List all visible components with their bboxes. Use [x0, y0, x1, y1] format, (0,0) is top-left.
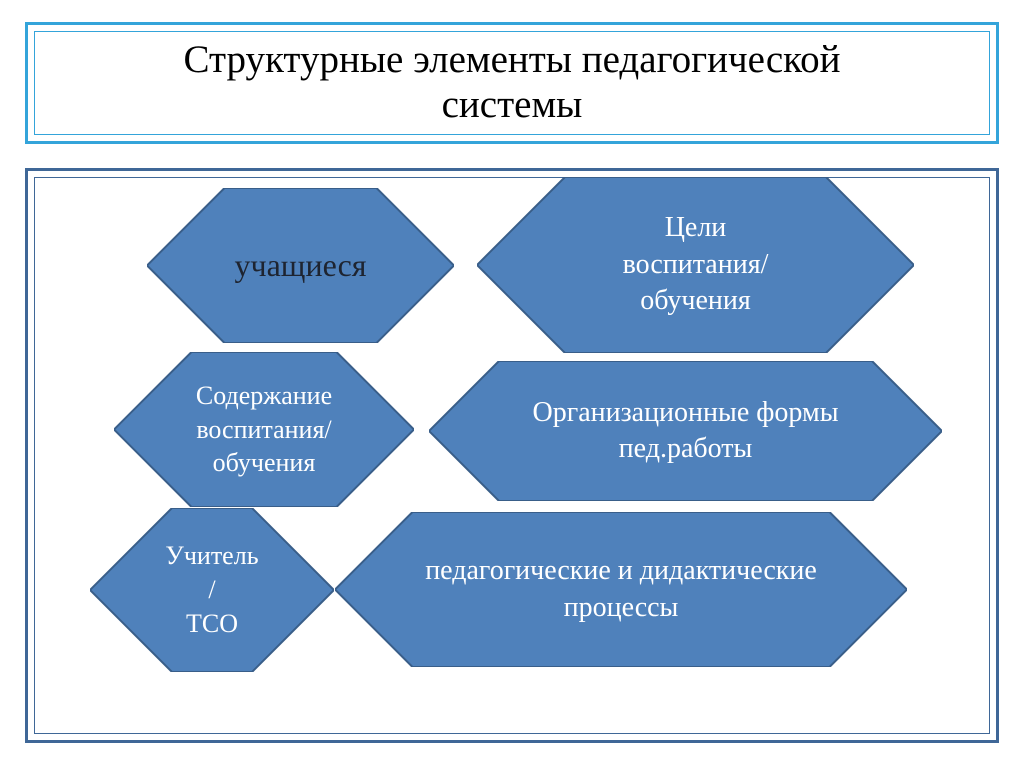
slide: Структурные элементы педагогической сист… [0, 0, 1024, 767]
title-inner-border: Структурные элементы педагогической сист… [34, 31, 990, 135]
hex-label-content: Содержание воспитания/ обучения [114, 352, 414, 507]
hex-label-teacher: Учитель / ТСО [90, 508, 334, 672]
title-outer-border: Структурные элементы педагогической сист… [25, 22, 999, 144]
hex-goals: Цели воспитания/ обучения [477, 177, 914, 353]
hex-teacher: Учитель / ТСО [90, 508, 334, 672]
hex-label-goals: Цели воспитания/ обучения [477, 177, 914, 353]
hex-label-students: учащиеся [147, 188, 454, 343]
hex-processes: педагогические и дидактические процессы [335, 512, 907, 667]
hex-org_forms: Организационные формы пед.работы [429, 361, 942, 501]
hex-content: Содержание воспитания/ обучения [114, 352, 414, 507]
hex-students: учащиеся [147, 188, 454, 343]
hex-label-processes: педагогические и дидактические процессы [335, 512, 907, 667]
slide-title: Структурные элементы педагогической сист… [183, 38, 840, 128]
hex-label-org_forms: Организационные формы пед.работы [429, 361, 942, 501]
